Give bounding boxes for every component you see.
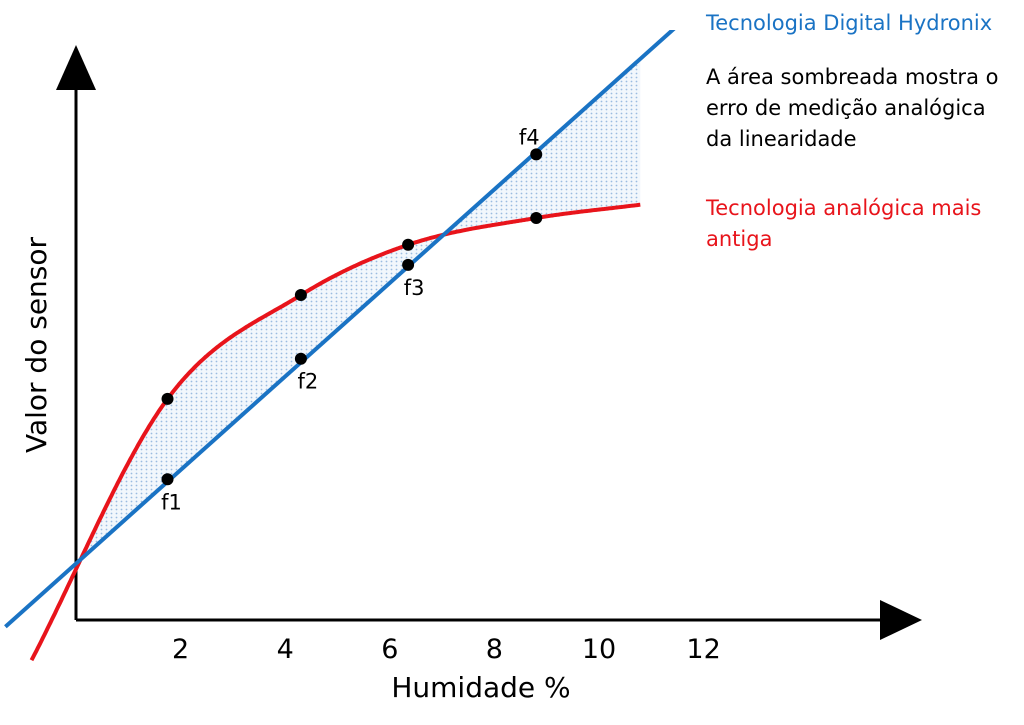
series-line-digital	[4, 30, 676, 629]
annotation-analog: Tecnologia analógica mais antiga	[706, 196, 982, 251]
y-axis-label: Valor do sensor	[20, 236, 53, 453]
data-point-f1	[161, 473, 174, 486]
annotation-shaded-area: A área sombreada mostra o erro de mediçã…	[706, 65, 999, 151]
x-tick-label: 2	[172, 634, 189, 665]
point-label-f2: f2	[298, 370, 319, 394]
analog-point-1	[161, 392, 174, 405]
point-label-f3: f3	[404, 276, 425, 300]
x-tick-label: 6	[381, 634, 398, 665]
x-tick-label: 4	[277, 634, 294, 665]
analog-point-2	[294, 289, 307, 302]
axes	[56, 45, 922, 640]
x-axis-arrow	[880, 600, 922, 640]
data-point-f4	[530, 148, 543, 161]
point-label-f4: f4	[519, 125, 540, 149]
y-axis-arrow	[56, 45, 96, 90]
point-label-f1: f1	[161, 490, 182, 514]
analog-point-4	[530, 212, 543, 224]
series-line-analog	[29, 202, 641, 662]
x-tick-label: 10	[582, 634, 616, 665]
data-point-f3	[402, 258, 415, 271]
x-axis-label: Humidade %	[391, 671, 570, 704]
x-tick-label: 12	[686, 634, 720, 665]
annotation-digital: Tecnologia Digital Hydronix	[706, 11, 993, 35]
x-tick-label: 8	[486, 634, 503, 665]
data-point-f2	[294, 352, 307, 365]
analog-point-3	[402, 238, 415, 251]
